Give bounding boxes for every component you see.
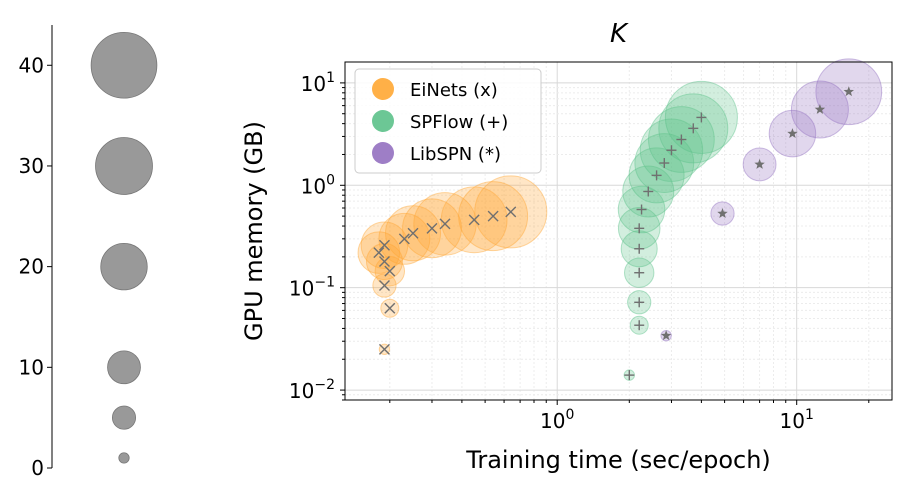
data-point-x-marker [384, 302, 396, 314]
data-point-plus-marker [651, 170, 662, 181]
data-point-x-marker [487, 210, 499, 222]
size-legend-tick-label: 40 [19, 53, 44, 77]
y-tick-label: 100 [301, 172, 335, 198]
data-point-star-marker [787, 128, 798, 139]
plot-frame [344, 61, 893, 401]
size-legend-bubble [95, 137, 153, 195]
data-point-x-marker [384, 265, 396, 277]
data-point-plus-marker [659, 158, 670, 169]
data-point-x-marker [407, 227, 419, 239]
size-legend-bubble [100, 242, 148, 291]
data-point-x-marker [378, 256, 390, 268]
data-point-plus-marker [634, 243, 645, 254]
size-legend-tick-label: 20 [19, 255, 44, 279]
y-tick-label: 101 [301, 70, 335, 96]
data-point-x-marker [426, 222, 438, 234]
data-point-x-marker [505, 206, 517, 218]
data-point-x-marker [378, 343, 390, 355]
data-point-star-marker [843, 86, 855, 97]
data-point-plus-marker [634, 320, 645, 331]
legend-swatch [372, 110, 394, 132]
legend-label: EiNets (x) [410, 80, 498, 101]
data-point-x-marker [378, 280, 390, 292]
data-point-plus-marker [624, 370, 635, 381]
data-point-plus-marker [676, 134, 687, 145]
legend: EiNets (x) SPFlow (+) LibSPN (*) [354, 68, 542, 174]
size-legend-tick-label: 0 [31, 456, 44, 480]
data-point-plus-marker [634, 267, 645, 278]
data-point-plus-marker [666, 145, 677, 156]
legend-label: LibSPN (*) [410, 144, 501, 165]
data-point-star-marker [814, 103, 826, 114]
y-axis-label: GPU memory (GB) [240, 121, 268, 341]
x-tick-label: 100 [540, 407, 574, 433]
size-legend-tick-label: 30 [19, 154, 44, 178]
data-point-x-marker [373, 247, 385, 259]
x-tick-label: 101 [780, 407, 814, 433]
legend-label: SPFlow (+) [410, 112, 508, 133]
data-point-plus-marker [634, 297, 645, 308]
data-point-plus-marker [643, 186, 654, 197]
data-point-star-marker [754, 158, 765, 169]
main-plot-panel: K 100 101 10−2 10−1 100 101 Training time (se… [240, 19, 893, 474]
size-legend-bubble [111, 405, 137, 430]
size-legend-tick-label: 10 [19, 355, 44, 379]
data-point-star-marker [717, 208, 728, 218]
x-axis-label: Training time (sec/epoch) [465, 446, 771, 474]
data-point-plus-marker [696, 112, 707, 123]
size-legend-panel: 0 10 20 30 40 [19, 25, 158, 480]
data-point-star-marker [660, 330, 672, 341]
size-legend-bubble [90, 31, 158, 99]
data-point-x-marker [378, 239, 390, 251]
y-tick-label: 10−1 [289, 275, 335, 301]
legend-swatch [372, 142, 394, 164]
data-point-x-marker [468, 214, 480, 226]
data-point-plus-marker [688, 123, 699, 134]
legend-swatch [372, 78, 394, 100]
size-legend-bubble [118, 452, 130, 464]
chart-title: K [610, 19, 629, 49]
data-point-x-marker [398, 233, 410, 245]
data-point-plus-marker [636, 204, 647, 215]
data-point-x-marker [439, 218, 451, 230]
y-tick-label: 10−2 [289, 377, 335, 403]
size-legend-bubble [107, 350, 141, 385]
data-point-plus-marker [634, 223, 645, 234]
legend-box [354, 68, 542, 174]
